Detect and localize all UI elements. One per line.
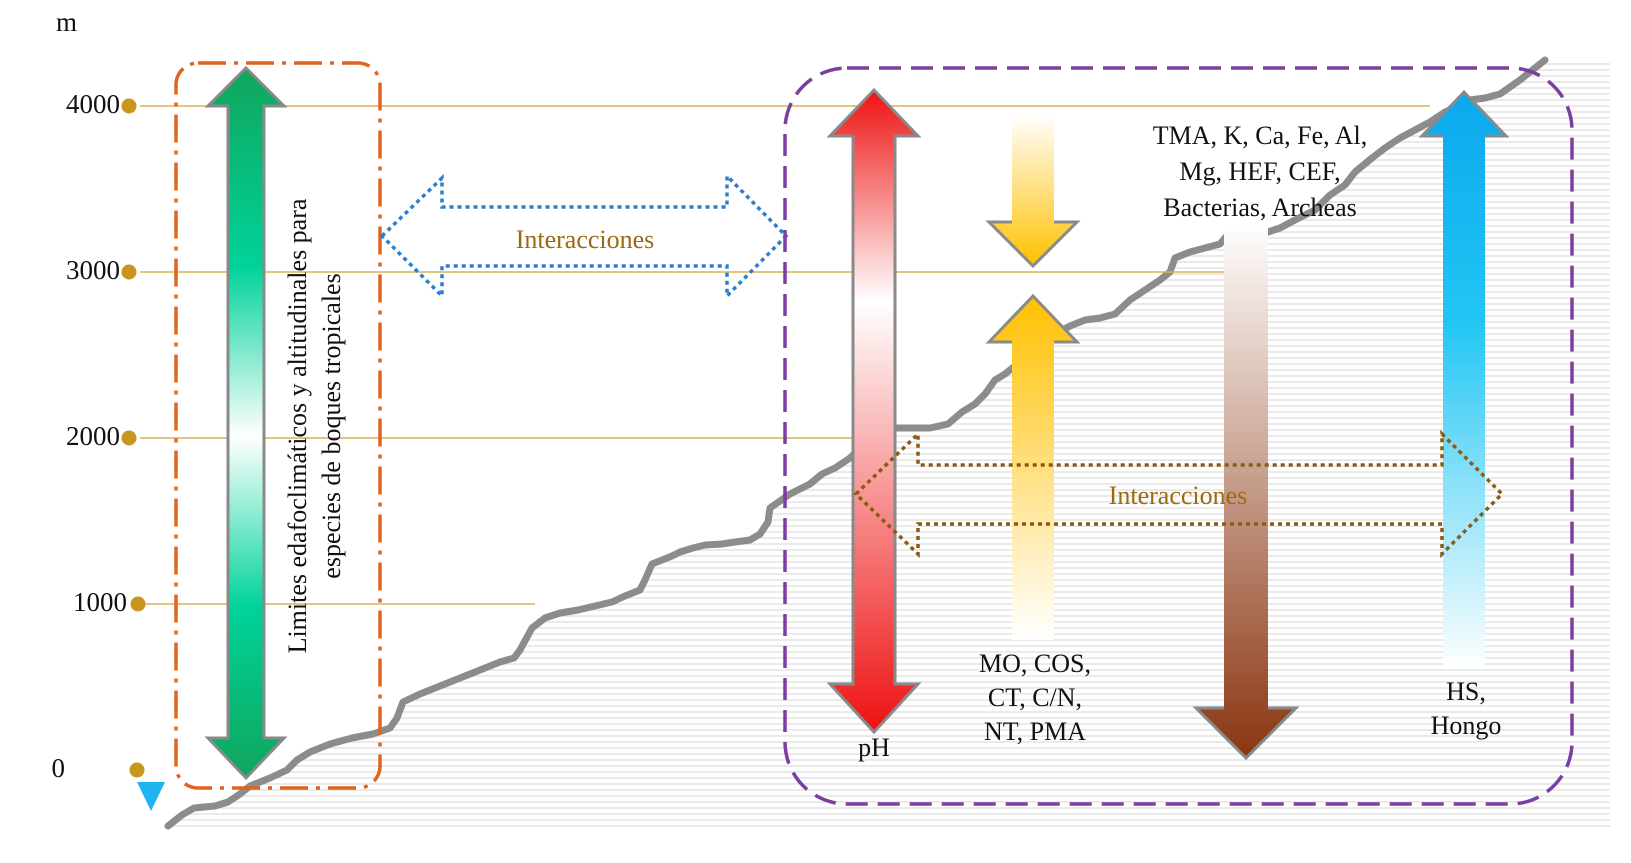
green-double-arrow-icon xyxy=(204,65,288,781)
ph-label: pH xyxy=(858,733,890,762)
yellow-down-arrow-icon xyxy=(989,114,1077,266)
soil-variables-box xyxy=(783,66,1574,806)
left-limits-box xyxy=(174,61,382,790)
tick-dot-0 xyxy=(129,762,145,778)
limits-text-line1: Limites edafoclimáticos y altitudinales … xyxy=(283,198,312,653)
tick-0: 0 xyxy=(52,753,66,783)
fungi-vars-line2: Hongo xyxy=(1431,711,1502,740)
fungi-vars-line1: HS, xyxy=(1446,677,1486,706)
organic-vars-line2: CT, C/N, xyxy=(988,683,1082,712)
bottom-interaction-label: Interacciones xyxy=(1109,481,1248,510)
yellow-down-arrow-outline xyxy=(985,220,1081,269)
brown-down-arrow-icon xyxy=(1196,222,1296,758)
organic-vars-line3: NT, PMA xyxy=(984,717,1086,746)
mineral-vars-line3: Bacterias, Archeas xyxy=(1163,193,1356,222)
bottom-interaction-arrow-icon xyxy=(853,429,1505,559)
tick-dot-4000 xyxy=(121,98,137,114)
organic-vars-line1: MO, COS, xyxy=(979,649,1091,678)
tick-3000: 3000 xyxy=(66,255,120,285)
tick-dot-1000 xyxy=(130,596,146,612)
tick-4000: 4000 xyxy=(66,89,120,119)
ph-double-arrow-icon xyxy=(826,87,922,735)
tick-1000: 1000 xyxy=(73,587,127,617)
yellow-up-arrow-icon xyxy=(989,296,1077,640)
blue-up-arrow-icon xyxy=(1422,92,1506,668)
tick-dot-2000 xyxy=(121,430,137,446)
tick-2000: 2000 xyxy=(66,421,120,451)
axis-unit-label: m xyxy=(56,7,77,37)
mineral-vars-line1: TMA, K, Ca, Fe, Al, xyxy=(1153,121,1368,150)
sea-level-marker-icon xyxy=(137,782,165,811)
blue-up-arrow-outline xyxy=(1418,89,1510,138)
mineral-vars-line2: Mg, HEF, CEF, xyxy=(1179,157,1340,186)
top-interaction-label: Interacciones xyxy=(516,225,655,254)
yellow-up-arrow-outline xyxy=(985,293,1081,344)
limits-text-line2: especies de boques tropicales xyxy=(317,273,346,578)
altitude-gridlines xyxy=(140,105,1430,605)
background-stripes xyxy=(172,63,1610,827)
brown-down-arrow-outline xyxy=(1192,706,1300,761)
tick-dot-3000 xyxy=(121,264,137,280)
elevation-profile-line xyxy=(164,56,1549,830)
